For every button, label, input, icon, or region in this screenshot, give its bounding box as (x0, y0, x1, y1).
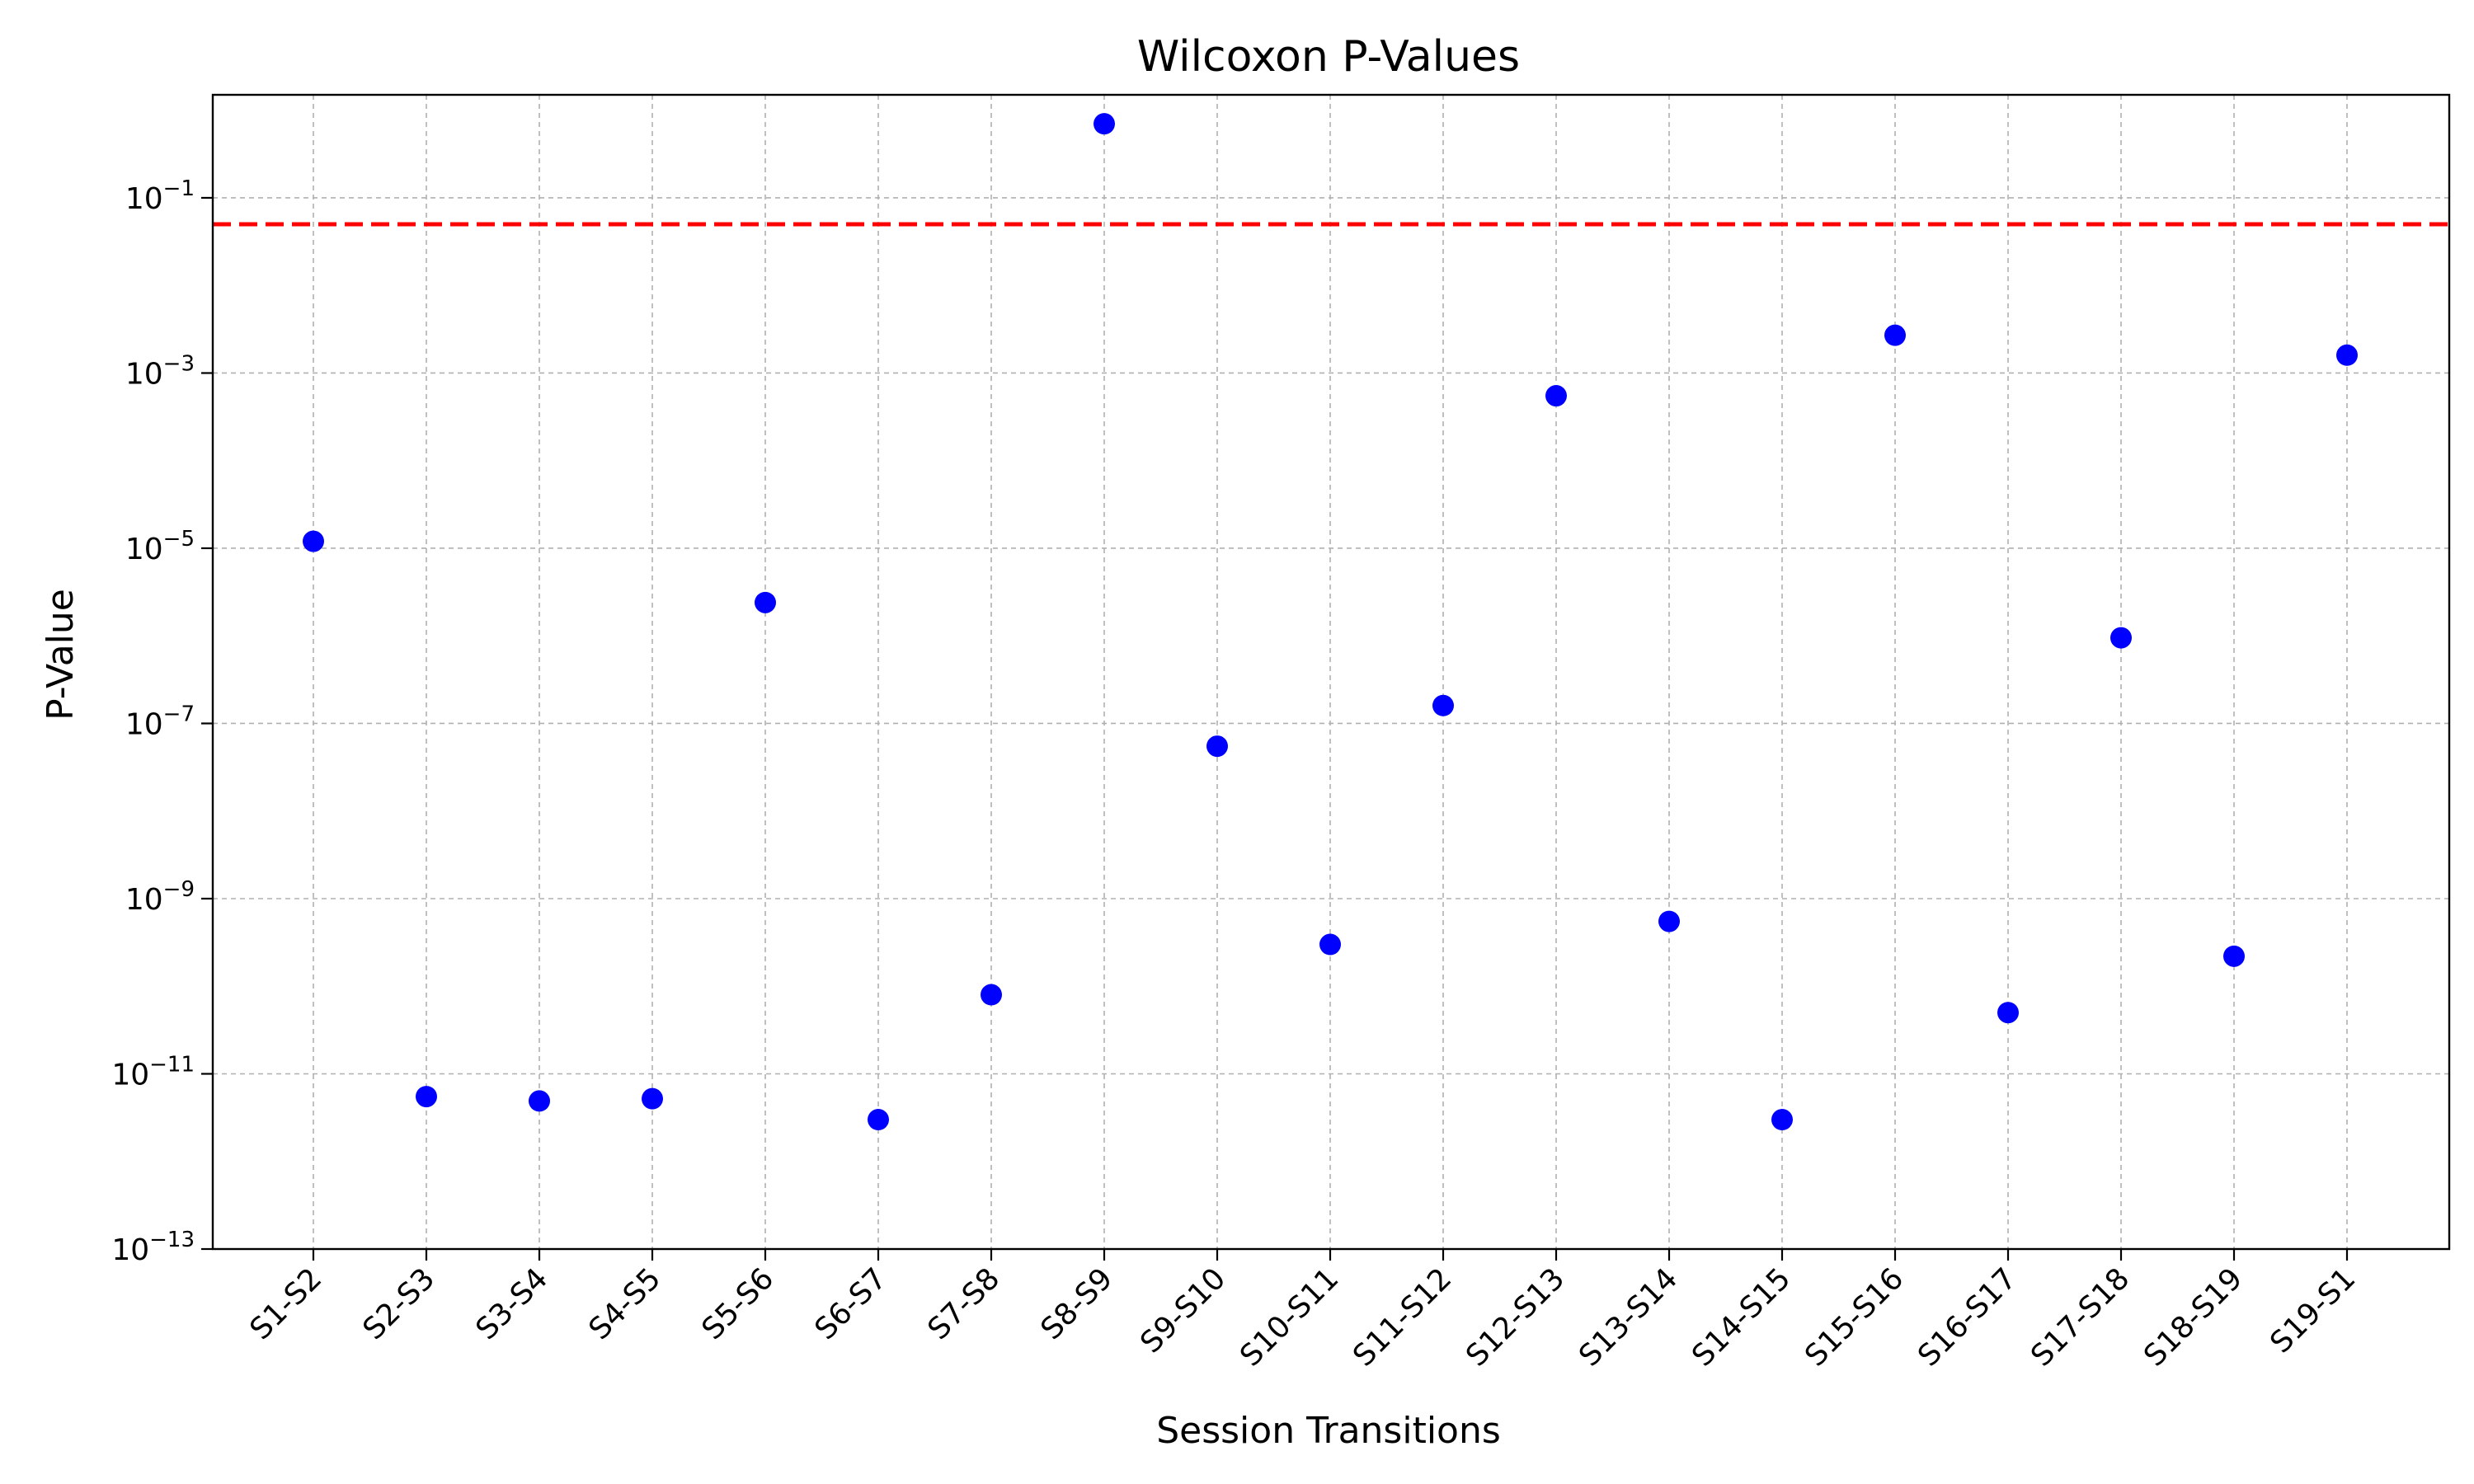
data-point (642, 1087, 663, 1110)
chart-title: Wilcoxon P-Values (1137, 32, 1520, 82)
data-point (303, 530, 324, 552)
y-tick-label: 10−1 (125, 176, 195, 216)
y-tick-label: 10−9 (125, 877, 195, 917)
data-point (755, 591, 776, 613)
data-point (1771, 1109, 1793, 1131)
x-axis-title: Session Transitions (1156, 1410, 1501, 1452)
data-point (1997, 1002, 2019, 1024)
y-axis-title: P-Value (40, 589, 82, 721)
data-point (529, 1090, 550, 1112)
y-tick-label: 10−13 (111, 1228, 195, 1267)
data-point (1094, 113, 1115, 135)
y-tick-label: 10−11 (111, 1052, 195, 1092)
y-tick-label: 10−7 (125, 702, 195, 741)
data-point (2223, 945, 2245, 967)
data-point (1319, 933, 1341, 956)
data-point (416, 1086, 437, 1108)
data-point (1432, 694, 1454, 716)
y-axis: 10−13 10−11 10−9 10−7 10−5 10−3 10−1 (111, 176, 213, 1267)
data-point (981, 984, 1002, 1006)
data-point (1884, 324, 1906, 346)
y-tick-label: 10−5 (125, 527, 195, 566)
data-point (1206, 735, 1228, 758)
data-points (303, 113, 2358, 1131)
data-point (1658, 910, 1680, 932)
data-point (2336, 344, 2358, 366)
data-point (868, 1109, 889, 1131)
data-point (1545, 385, 1567, 407)
data-point (2110, 627, 2132, 649)
y-tick-label: 10−3 (125, 351, 195, 391)
